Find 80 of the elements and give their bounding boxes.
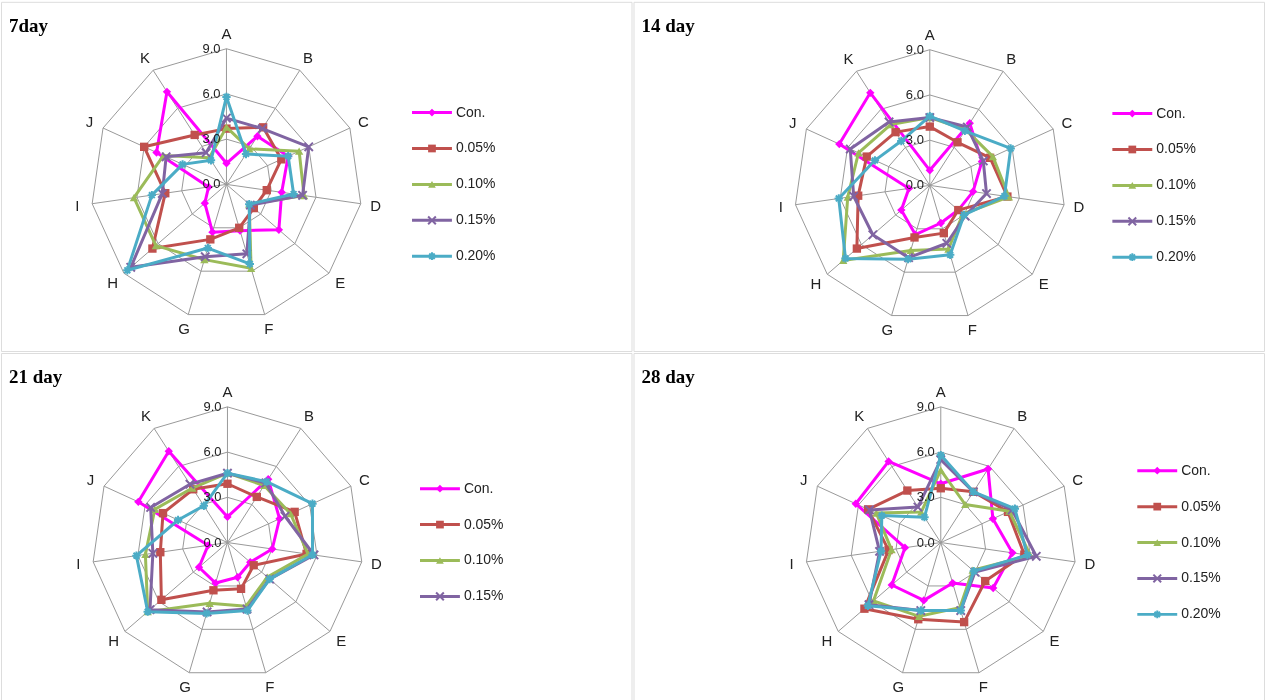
spoke-label: A bbox=[935, 382, 946, 400]
spoke-label: B bbox=[1006, 49, 1017, 67]
spoke-label: J bbox=[800, 470, 808, 488]
spoke-label: I bbox=[778, 197, 783, 215]
spoke-label: B bbox=[1017, 406, 1028, 424]
spoke-label: K bbox=[141, 406, 152, 424]
spoke-label: E bbox=[1049, 632, 1060, 650]
legend-label: 0.05% bbox=[463, 515, 504, 532]
y-tick-label: 0.0 bbox=[905, 177, 924, 193]
legend-label: 0.05% bbox=[1181, 497, 1221, 514]
spoke-label: F bbox=[264, 319, 274, 337]
spoke-label: B bbox=[302, 48, 313, 66]
spoke-label: F bbox=[978, 678, 988, 696]
legend-label: 0.10% bbox=[1181, 533, 1221, 550]
spoke-label: K bbox=[843, 49, 854, 67]
y-tick-label: 9.0 bbox=[905, 41, 924, 57]
legend-label: 0.15% bbox=[463, 587, 504, 604]
chart-title: 7day bbox=[8, 14, 49, 36]
spoke-label: D bbox=[370, 196, 382, 214]
spoke-label: H bbox=[810, 275, 822, 293]
spoke-label: D bbox=[1084, 554, 1096, 572]
legend-label: 0.20% bbox=[455, 247, 496, 264]
chart-title: 21 day bbox=[8, 365, 63, 387]
chart-title: 28 day bbox=[641, 365, 696, 387]
legend-label: Con. bbox=[463, 479, 494, 496]
spoke-label: A bbox=[221, 24, 232, 42]
spoke-label: E bbox=[336, 632, 347, 650]
spoke-label: D bbox=[371, 554, 383, 572]
legend-label: Con. bbox=[455, 103, 486, 120]
spoke-label: I bbox=[75, 196, 80, 214]
y-tick-label: 6.0 bbox=[905, 86, 924, 102]
spoke-label: J bbox=[86, 470, 95, 488]
y-tick-label: 6.0 bbox=[202, 85, 221, 101]
y-tick-label: 0.0 bbox=[203, 534, 222, 550]
spoke-label: G bbox=[178, 319, 190, 337]
y-tick-label: 3.0 bbox=[202, 131, 221, 147]
legend-label: 0.20% bbox=[1181, 605, 1221, 622]
legend-label: 0.15% bbox=[1156, 212, 1196, 229]
legend-label: 0.10% bbox=[1156, 176, 1196, 193]
spoke-label: J bbox=[85, 112, 94, 130]
spoke-label: G bbox=[179, 678, 191, 696]
spoke-label: F bbox=[967, 320, 977, 338]
legend-label: 0.05% bbox=[455, 139, 496, 156]
y-tick-label: 6.0 bbox=[916, 444, 935, 460]
spoke-label: B bbox=[303, 406, 314, 424]
spoke-label: J bbox=[789, 113, 797, 131]
spoke-label: E bbox=[335, 274, 346, 292]
spoke-label: H bbox=[108, 632, 120, 650]
spoke-label: H bbox=[821, 632, 833, 650]
y-tick-label: 9.0 bbox=[203, 398, 222, 414]
spoke-label: C bbox=[1061, 113, 1073, 131]
spoke-label: C bbox=[1072, 470, 1084, 488]
spoke-label: C bbox=[358, 112, 370, 130]
y-tick-label: 6.0 bbox=[203, 444, 222, 460]
y-tick-label: 9.0 bbox=[916, 398, 935, 414]
chart-title: 14 day bbox=[641, 14, 696, 36]
legend-label: Con. bbox=[1156, 104, 1186, 121]
legend-label: 0.20% bbox=[1156, 248, 1196, 265]
spoke-label: A bbox=[222, 382, 233, 400]
legend-label: Con. bbox=[1181, 461, 1211, 478]
legend-label: 0.10% bbox=[455, 175, 496, 192]
spoke-label: I bbox=[789, 554, 794, 572]
spoke-label: K bbox=[140, 48, 151, 66]
spoke-label: G bbox=[881, 320, 894, 338]
y-tick-label: 0.0 bbox=[202, 176, 221, 192]
spoke-label: A bbox=[924, 25, 935, 43]
spoke-label: I bbox=[76, 554, 81, 572]
legend-label: 0.15% bbox=[1181, 569, 1221, 586]
y-tick-label: 0.0 bbox=[916, 534, 935, 550]
spoke-label: H bbox=[107, 274, 119, 292]
spoke-label: F bbox=[265, 678, 275, 696]
y-tick-label: 9.0 bbox=[202, 40, 221, 56]
spoke-label: G bbox=[892, 678, 905, 696]
spoke-label: C bbox=[359, 470, 371, 488]
spoke-label: E bbox=[1038, 275, 1049, 293]
spoke-label: D bbox=[1073, 197, 1085, 215]
legend-label: 0.10% bbox=[463, 551, 504, 568]
legend-label: 0.05% bbox=[1156, 140, 1196, 157]
legend-label: 0.15% bbox=[455, 211, 496, 228]
spoke-label: K bbox=[854, 406, 865, 424]
